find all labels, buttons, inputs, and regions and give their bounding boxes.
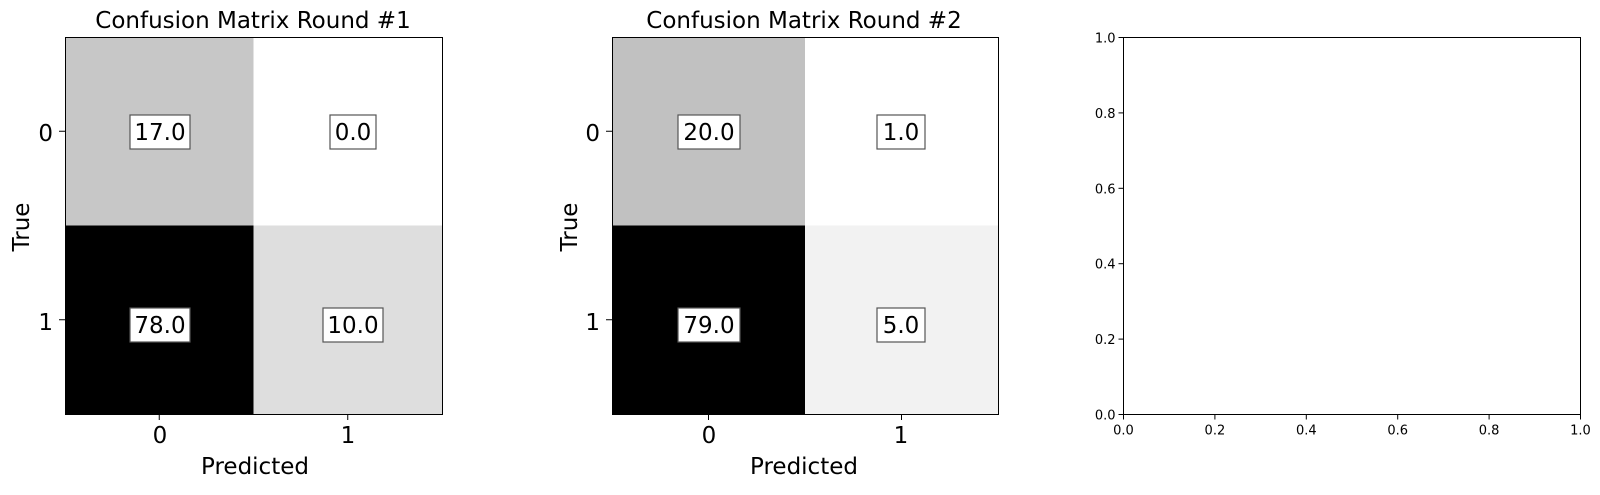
tick-marks [59,130,349,420]
y-tick-label-0: 0 [38,121,53,147]
heatmap-cells [65,37,443,415]
cell-value-1-0: 79.0 [683,313,734,339]
x-tick-label-4: 0.8 [1479,424,1500,439]
y-tick-label-3: 0.6 [1095,182,1116,197]
cell-label-1-0: 78.0 [129,307,191,343]
x-tick-label-0: 0 [702,423,717,449]
cell-value-1-1: 5.0 [883,313,920,339]
empty-axes: 0.0 0.2 0.4 0.6 0.8 1.0 0.0 0.2 0.4 0.6 0.8 1.0 [1095,32,1591,439]
cell-label-0-0: 17.0 [129,114,191,150]
cell-label-1-1: 5.0 [876,307,926,343]
chart-title: Confusion Matrix Round #2 [646,8,961,34]
cell-value-0-0: 20.0 [683,120,734,146]
y-tick-label-0: 0 [585,121,600,147]
cell-value-0-1: 1.0 [883,120,920,146]
cell-value-labels: 20.0 1.0 79.0 5.0 [677,114,926,343]
x-tick-label-5: 1.0 [1570,424,1591,439]
y-tick-label-5: 1.0 [1095,32,1116,47]
heatmap-cells [612,37,999,415]
plot-frame [65,37,443,415]
confusion-matrix-round-2: Confusion Matrix Round #2 0 1 0 1 Predic… [557,8,999,480]
plot-frame [1123,37,1581,415]
y-tick-label-1: 1 [38,310,53,336]
x-tick-label-1: 1 [894,423,909,449]
confusion-matrix-round-1: Confusion Matrix Round #1 0 1 0 1 Predic… [9,8,443,480]
cell-value-0-1: 0.0 [335,120,372,146]
y-axis-label: True [557,203,583,253]
plot-frame [612,37,999,415]
y-tick-label-4: 0.8 [1095,107,1116,122]
chart-title: Confusion Matrix Round #1 [95,8,410,34]
cell-label-0-1: 0.0 [329,114,377,150]
y-tick-label-0: 0.0 [1095,409,1116,424]
y-tick-label-2: 0.4 [1095,258,1116,273]
y-tick-label-1: 0.2 [1095,333,1116,348]
cell-label-1-0: 79.0 [677,307,741,343]
tick-marks [606,130,902,420]
cell-label-1-1: 10.0 [322,307,384,343]
cell-value-1-0: 78.0 [134,313,185,339]
x-tick-label-2: 0.4 [1296,424,1317,439]
axis-tick-marks: 0.0 0.2 0.4 0.6 0.8 1.0 0.0 0.2 0.4 0.6 0.8 1.0 [1095,32,1591,439]
x-axis-label: Predicted [201,454,309,480]
cell-value-0-0: 17.0 [134,120,185,146]
y-tick-label-1: 1 [585,310,600,336]
x-axis-label: Predicted [750,454,858,480]
x-tick-label-1: 1 [341,423,356,449]
cell-value-labels: 17.0 0.0 78.0 10.0 [129,114,384,343]
y-axis-label: True [9,203,35,253]
x-tick-label-1: 0.2 [1205,424,1226,439]
cell-label-0-1: 1.0 [876,114,926,150]
x-tick-label-3: 0.6 [1387,424,1408,439]
cell-value-1-1: 10.0 [327,313,378,339]
cell-label-0-0: 20.0 [677,114,741,150]
x-tick-label-0: 0 [153,423,168,449]
x-tick-label-0: 0.0 [1113,424,1134,439]
